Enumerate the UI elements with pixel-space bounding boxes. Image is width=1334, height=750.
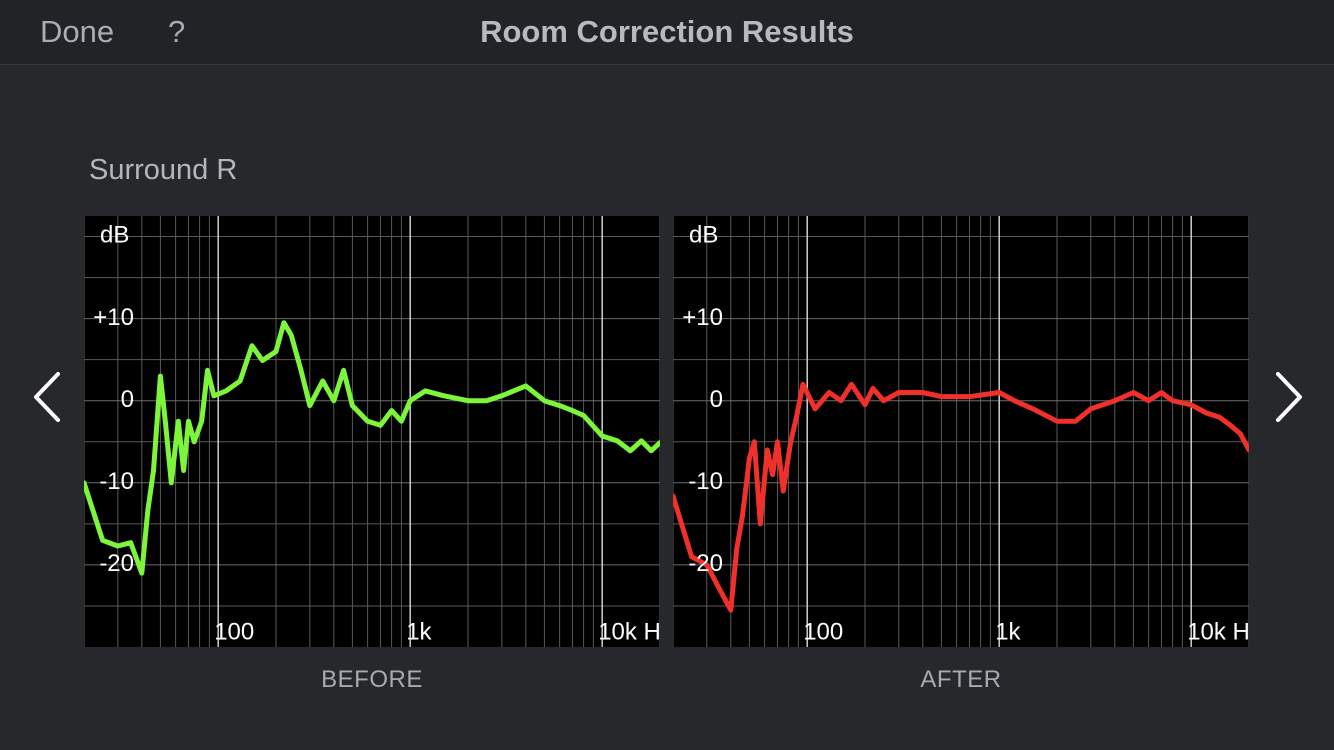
y-tick-label: +10: [682, 304, 723, 331]
x-tick-label: 100: [214, 618, 254, 645]
y-tick-label: -10: [688, 468, 723, 495]
chart-caption: BEFORE: [321, 666, 423, 693]
y-tick-label: -10: [99, 468, 134, 495]
screen-title: Room Correction Results: [480, 14, 854, 49]
x-tick-label: 10k Hz: [1187, 618, 1249, 645]
done-button[interactable]: Done: [40, 14, 115, 49]
before-chart: -20 -10 0 +10 100 1k 10k Hz dB: [84, 216, 660, 647]
x-tick-label: 10k Hz: [598, 618, 660, 645]
prev-arrow[interactable]: [28, 370, 68, 424]
help-button[interactable]: ?: [168, 14, 186, 49]
chart-caption: AFTER: [920, 666, 1002, 693]
y-tick-label: +10: [93, 304, 134, 331]
section-title: Surround R: [89, 154, 238, 186]
x-tick-label: 100: [803, 618, 843, 645]
y-tick-label: 0: [121, 386, 134, 413]
x-tick-label: 1k: [995, 618, 1021, 645]
y-axis-label: dB: [100, 221, 129, 248]
y-axis-label: dB: [689, 221, 718, 248]
response-line: [84, 320, 660, 576]
next-arrow[interactable]: [1268, 370, 1308, 424]
y-tick-label: -20: [688, 550, 723, 577]
x-tick-label: 1k: [406, 618, 432, 645]
after-chart: -20 -10 0 +10 100 1k 10k Hz dB: [673, 216, 1249, 647]
y-tick-label: 0: [710, 386, 723, 413]
response-line: [673, 381, 1249, 613]
top-bar: Done ? Room Correction Results: [0, 0, 1334, 65]
y-tick-label: -20: [99, 550, 134, 577]
